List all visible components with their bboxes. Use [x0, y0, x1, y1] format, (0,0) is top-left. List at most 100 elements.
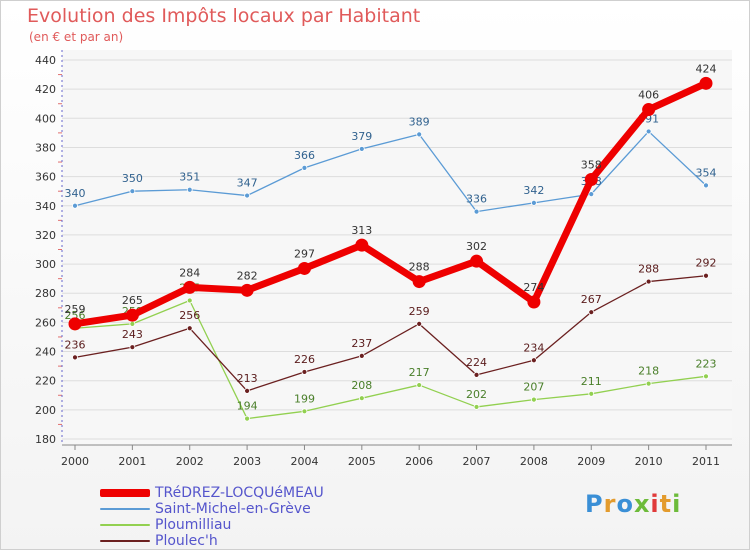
x-tick-label: 2010	[635, 455, 663, 468]
data-point	[531, 199, 537, 206]
y-tick-label: 220	[35, 375, 56, 388]
data-label: 358	[581, 159, 602, 172]
legend-swatch	[100, 508, 150, 510]
data-label: 297	[294, 247, 315, 260]
logo-letter: i	[650, 490, 660, 518]
data-point	[473, 371, 480, 378]
logo-letter: o	[616, 490, 634, 518]
data-point	[473, 404, 480, 410]
x-tick-label: 2004	[290, 455, 318, 468]
logo-letter: i	[672, 490, 682, 518]
data-point	[358, 395, 365, 402]
data-point	[244, 415, 250, 422]
series-line	[74, 130, 707, 213]
data-point	[412, 275, 426, 289]
data-point	[129, 320, 136, 327]
data-label: 379	[351, 130, 372, 143]
data-point	[416, 382, 423, 388]
data-label: 351	[179, 171, 200, 184]
legend-label: TRéDREZ-LOCQUéMEAU	[155, 485, 324, 501]
data-label: 302	[466, 240, 487, 253]
data-point	[473, 208, 480, 215]
data-label: 342	[523, 184, 544, 197]
data-label: 194	[237, 400, 258, 413]
logo-letter: x	[633, 490, 651, 518]
legend-item: Ploulec'h	[100, 533, 360, 549]
data-point	[588, 191, 595, 198]
data-label: 274	[523, 281, 544, 294]
data-label: 265	[122, 294, 143, 307]
data-label: 288	[638, 263, 659, 276]
data-point	[358, 353, 365, 359]
data-point	[416, 131, 423, 138]
data-label: 217	[409, 366, 430, 379]
data-label: 336	[466, 193, 487, 206]
data-point	[72, 202, 78, 209]
legend-item: Ploumilliau	[100, 517, 360, 533]
series-line	[74, 275, 707, 392]
data-label: 284	[179, 266, 200, 279]
data-point	[355, 238, 369, 252]
data-point	[703, 272, 709, 279]
data-label: 256	[65, 309, 86, 322]
legend-swatch	[100, 489, 150, 497]
x-tick-label: 2000	[61, 455, 89, 468]
y-tick-label: 400	[35, 112, 56, 125]
chart-title: Evolution des Impôts locaux par Habitant	[27, 5, 421, 27]
data-label: 389	[409, 115, 430, 128]
legend-swatch	[100, 524, 150, 526]
x-tick-label: 2007	[463, 455, 491, 468]
data-point	[358, 146, 365, 152]
chart-subtitle: (en € et par an)	[29, 30, 124, 44]
data-point	[301, 408, 308, 415]
data-label: 207	[523, 381, 544, 394]
legend-label: Ploumilliau	[155, 517, 232, 533]
x-tick-label: 2009	[577, 455, 605, 468]
data-point	[527, 295, 541, 309]
data-point	[645, 128, 652, 135]
y-tick-label: 420	[35, 83, 56, 96]
data-point	[642, 103, 656, 117]
data-label: 236	[65, 338, 86, 351]
plot-area	[62, 50, 732, 445]
data-point	[240, 283, 254, 297]
data-label: 340	[65, 187, 86, 200]
x-tick-label: 2006	[405, 455, 433, 468]
data-label: 267	[581, 293, 602, 306]
data-label: 354	[696, 166, 717, 179]
data-point	[416, 320, 423, 327]
x-tick-label: 2001	[118, 455, 146, 468]
y-tick-label: 280	[35, 287, 56, 300]
legend-item: Saint-Michel-en-Grève	[100, 501, 360, 517]
data-point	[68, 317, 82, 331]
y-tick-label: 340	[35, 200, 56, 213]
y-tick-label: 300	[35, 258, 56, 271]
legend-swatch	[100, 540, 150, 542]
x-tick-label: 2005	[348, 455, 376, 468]
data-label: 292	[696, 257, 717, 270]
data-point	[645, 380, 652, 387]
data-label: 366	[294, 149, 315, 162]
legend-label: Ploulec'h	[155, 533, 218, 549]
data-label: 213	[237, 372, 258, 385]
data-point	[301, 164, 308, 171]
x-tick-label: 2011	[692, 455, 720, 468]
data-point	[588, 309, 595, 316]
x-tick-label: 2003	[233, 455, 261, 468]
data-label: 208	[351, 379, 372, 392]
data-point	[645, 278, 652, 285]
logo-letter: t	[659, 490, 673, 518]
data-label: 237	[351, 337, 372, 350]
data-label: 226	[294, 353, 315, 366]
data-point	[584, 173, 598, 187]
data-point	[703, 373, 709, 380]
y-tick-label: 320	[35, 229, 56, 242]
series-line	[71, 79, 710, 328]
data-label: 256	[179, 309, 200, 322]
data-point	[588, 390, 595, 397]
data-label: 202	[466, 388, 487, 401]
data-point	[703, 182, 709, 189]
data-label: 243	[122, 328, 143, 341]
data-point	[470, 254, 484, 268]
